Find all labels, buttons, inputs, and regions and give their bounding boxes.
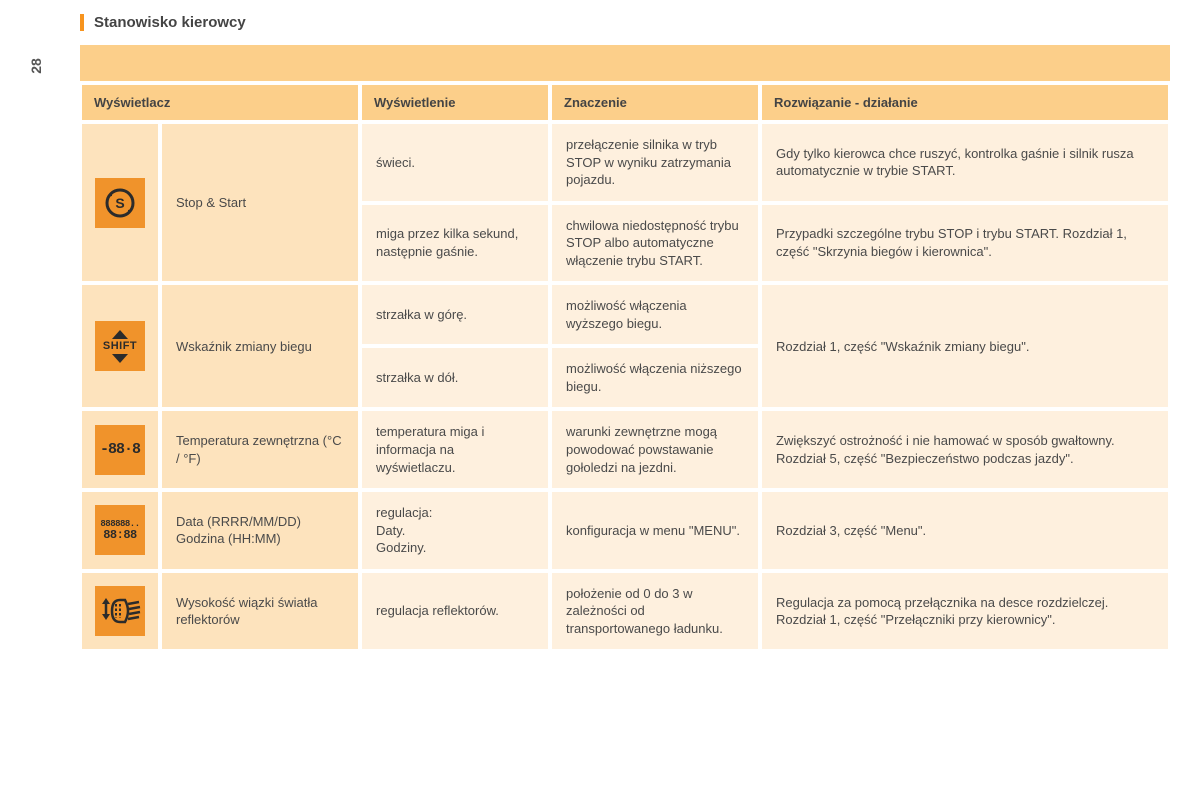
- sol-cell: Zwiększyć ostrożność i nie hamować w spo…: [760, 409, 1170, 490]
- section-title: Stanowisko kierowcy: [94, 14, 246, 31]
- mean-cell: przełączenie silnika w tryb STOP w wynik…: [550, 122, 760, 203]
- disp-cell: strzałka w górę.: [360, 283, 550, 346]
- name-cell: Data (RRRR/MM/DD) Godzina (HH:MM): [160, 490, 360, 571]
- page-container: Stanowisko kierowcy Wyświetlacz Wyświetl…: [80, 14, 1170, 651]
- th-solution: Rozwiązanie - działanie: [760, 85, 1170, 122]
- sol-cell: Gdy tylko kierowca chce ruszyć, kontrolk…: [760, 122, 1170, 203]
- page-number: 28: [28, 58, 44, 74]
- icon-cell: [80, 571, 160, 652]
- name-cell: Stop & Start: [160, 122, 360, 283]
- th-state: Wyświetlenie: [360, 85, 550, 122]
- mean-cell: warunki zewnętrzne mogą powodować powsta…: [550, 409, 760, 490]
- disp-cell: miga przez kilka sekund, następnie gaśni…: [360, 203, 550, 284]
- section-header-bar: Stanowisko kierowcy: [80, 14, 1170, 31]
- temperature-icon-label: -88·8: [100, 442, 140, 457]
- th-display: Wyświetlacz: [80, 85, 360, 122]
- table-header-row: Wyświetlacz Wyświetlenie Znaczenie Rozwi…: [80, 85, 1170, 122]
- sol-cell: Regulacja za pomocą przełącznika na desc…: [760, 571, 1170, 652]
- sol-cell: Rozdział 1, część "Wskaźnik zmiany biegu…: [760, 283, 1170, 409]
- disp-cell: strzałka w dół.: [360, 346, 550, 409]
- icon-cell: S: [80, 122, 160, 283]
- table-row: S Stop & Start świeci. przełączenie siln…: [80, 122, 1170, 203]
- datetime-icon-line2: 88:88: [103, 529, 137, 541]
- mean-cell: możliwość włączenia niższego biegu.: [550, 346, 760, 409]
- name-line: Data (RRRR/MM/DD): [176, 514, 301, 529]
- th-meaning: Znaczenie: [550, 85, 760, 122]
- icon-cell: -88·8: [80, 409, 160, 490]
- disp-line: regulacja:: [376, 505, 432, 520]
- name-cell: Wskaźnik zmiany biegu: [160, 283, 360, 409]
- icon-cell: 888888.. 88:88: [80, 490, 160, 571]
- table-row: Wysokość wiązki światła reflektorów regu…: [80, 571, 1170, 652]
- icon-cell: SHIFT: [80, 283, 160, 409]
- temperature-icon: -88·8: [95, 425, 145, 475]
- shift-icon: SHIFT: [95, 321, 145, 371]
- disp-cell: świeci.: [360, 122, 550, 203]
- headlight-height-icon: [95, 586, 145, 636]
- sol-cell: Rozdział 3, część "Menu".: [760, 490, 1170, 571]
- svg-text:S: S: [115, 195, 124, 211]
- table-row: -88·8 Temperatura zewnętrzna (°C / °F) t…: [80, 409, 1170, 490]
- disp-line: Godziny.: [376, 540, 426, 555]
- header-banner: [80, 45, 1170, 81]
- stop-start-icon: S: [95, 178, 145, 228]
- datetime-icon: 888888.. 88:88: [95, 505, 145, 555]
- name-line: Godzina (HH:MM): [176, 531, 281, 546]
- disp-line: Daty.: [376, 523, 405, 538]
- name-cell: Wysokość wiązki światła reflektorów: [160, 571, 360, 652]
- disp-cell: temperatura miga i informacja na wyświet…: [360, 409, 550, 490]
- name-cell: Temperatura zewnętrzna (°C / °F): [160, 409, 360, 490]
- indicators-table: Wyświetlacz Wyświetlenie Znaczenie Rozwi…: [80, 85, 1170, 651]
- sol-cell: Przypadki szczególne trybu STOP i trybu …: [760, 203, 1170, 284]
- mean-cell: położenie od 0 do 3 w zależności od tran…: [550, 571, 760, 652]
- mean-cell: możliwość włączenia wyższego biegu.: [550, 283, 760, 346]
- shift-icon-label: SHIFT: [103, 341, 137, 352]
- table-row: SHIFT Wskaźnik zmiany biegu strzałka w g…: [80, 283, 1170, 346]
- disp-cell: regulacja: Daty. Godziny.: [360, 490, 550, 571]
- table-row: 888888.. 88:88 Data (RRRR/MM/DD) Godzina…: [80, 490, 1170, 571]
- disp-cell: regulacja reflektorów.: [360, 571, 550, 652]
- mean-cell: konfiguracja w menu "MENU".: [550, 490, 760, 571]
- mean-cell: chwilowa niedostępność trybu STOP albo a…: [550, 203, 760, 284]
